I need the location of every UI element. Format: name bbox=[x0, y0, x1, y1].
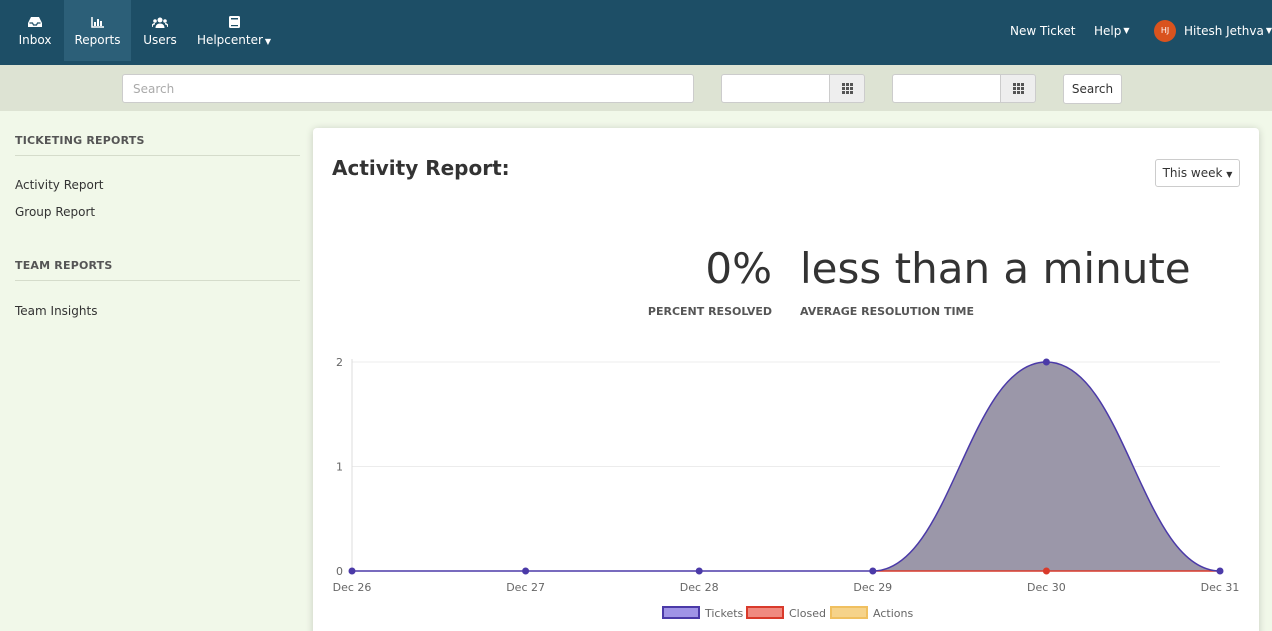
grid-icon bbox=[1012, 83, 1024, 94]
nav-inbox-label: Inbox bbox=[18, 33, 52, 47]
nav-reports[interactable]: Reports bbox=[64, 0, 131, 61]
bar-chart-icon bbox=[91, 14, 104, 30]
data-point-tickets bbox=[1042, 358, 1050, 366]
report-title: Activity Report: bbox=[332, 156, 510, 180]
start-date-calendar-button[interactable] bbox=[829, 74, 865, 103]
ticketing-reports-heading: TICKETING REPORTS bbox=[15, 134, 300, 156]
legend-label-actions: Actions bbox=[873, 607, 913, 620]
user-name: Hitesh Jethva bbox=[1184, 23, 1264, 38]
start-date-picker bbox=[721, 74, 865, 103]
nav-reports-label: Reports bbox=[74, 33, 121, 47]
legend-swatch-tickets bbox=[662, 606, 700, 619]
series-area-tickets bbox=[352, 362, 1220, 571]
nav-inbox[interactable]: Inbox bbox=[5, 0, 65, 61]
percent-resolved-label: PERCENT RESOLVED bbox=[647, 305, 772, 318]
start-date-input[interactable] bbox=[721, 74, 829, 103]
data-point-closed bbox=[1042, 567, 1050, 575]
legend-label-tickets: Tickets bbox=[704, 607, 744, 620]
user-menu[interactable]: HJ Hitesh Jethva ▼ bbox=[1154, 0, 1272, 61]
nav-helpcenter-label: Helpcenter bbox=[196, 33, 263, 47]
sidebar-link-group-report[interactable]: Group Report bbox=[15, 205, 96, 219]
data-point-tickets bbox=[522, 567, 530, 575]
nav-users[interactable]: Users bbox=[131, 0, 189, 61]
y-tick-label: 0 bbox=[336, 565, 343, 578]
data-point-tickets bbox=[1216, 567, 1224, 575]
caret-down-icon: ▼ bbox=[264, 37, 272, 46]
avatar: HJ bbox=[1154, 19, 1176, 42]
x-tick-label: Dec 26 bbox=[333, 581, 372, 594]
end-date-input[interactable] bbox=[892, 74, 1000, 103]
period-label: This week bbox=[1162, 166, 1223, 180]
end-date-picker bbox=[892, 74, 1036, 103]
y-tick-label: 2 bbox=[336, 356, 343, 369]
end-date-calendar-button[interactable] bbox=[1000, 74, 1036, 103]
legend-label-closed: Closed bbox=[789, 607, 826, 620]
team-reports-heading: TEAM REPORTS bbox=[15, 259, 300, 281]
x-tick-label: Dec 30 bbox=[1027, 581, 1066, 594]
x-tick-label: Dec 31 bbox=[1201, 581, 1240, 594]
sidebar-link-team-insights[interactable]: Team Insights bbox=[15, 304, 98, 318]
nav-helpcenter[interactable]: Helpcenter ▼ bbox=[193, 0, 275, 61]
sidebar-link-activity-report[interactable]: Activity Report bbox=[15, 178, 104, 192]
data-point-tickets bbox=[348, 567, 356, 575]
period-dropdown[interactable]: This week ▼ bbox=[1155, 159, 1240, 187]
percent-resolved-value: 0% bbox=[705, 244, 772, 293]
book-icon bbox=[228, 14, 240, 30]
data-point-tickets bbox=[869, 567, 877, 575]
nav-helpcenter-text: Helpcenter ▼ bbox=[197, 33, 271, 47]
x-tick-label: Dec 27 bbox=[506, 581, 545, 594]
help-dropdown[interactable]: Help ▼ bbox=[1094, 0, 1130, 61]
grid-icon bbox=[841, 83, 853, 94]
top-navbar: Inbox Reports Users Helpcenter ▼ New Tick… bbox=[0, 0, 1272, 65]
caret-down-icon: ▼ bbox=[1123, 26, 1130, 35]
x-tick-label: Dec 28 bbox=[680, 581, 719, 594]
help-label: Help bbox=[1094, 23, 1122, 38]
y-tick-label: 1 bbox=[336, 461, 343, 474]
search-toolbar: Search bbox=[0, 65, 1272, 111]
search-button[interactable]: Search bbox=[1063, 74, 1122, 104]
new-ticket-link[interactable]: New Ticket bbox=[1010, 0, 1076, 61]
nav-users-label: Users bbox=[143, 33, 177, 47]
search-input[interactable] bbox=[122, 74, 694, 103]
new-ticket-label: New Ticket bbox=[1010, 23, 1076, 38]
legend-swatch-actions bbox=[830, 606, 868, 619]
inbox-icon bbox=[28, 14, 42, 30]
users-icon bbox=[152, 14, 168, 30]
avg-resolution-value: less than a minute bbox=[800, 244, 1191, 293]
x-tick-label: Dec 29 bbox=[853, 581, 892, 594]
avg-resolution-label: AVERAGE RESOLUTION TIME bbox=[800, 305, 974, 318]
caret-down-icon: ▼ bbox=[1265, 26, 1272, 35]
data-point-tickets bbox=[695, 567, 703, 575]
caret-down-icon: ▼ bbox=[1226, 170, 1233, 179]
legend-swatch-closed bbox=[746, 606, 784, 619]
